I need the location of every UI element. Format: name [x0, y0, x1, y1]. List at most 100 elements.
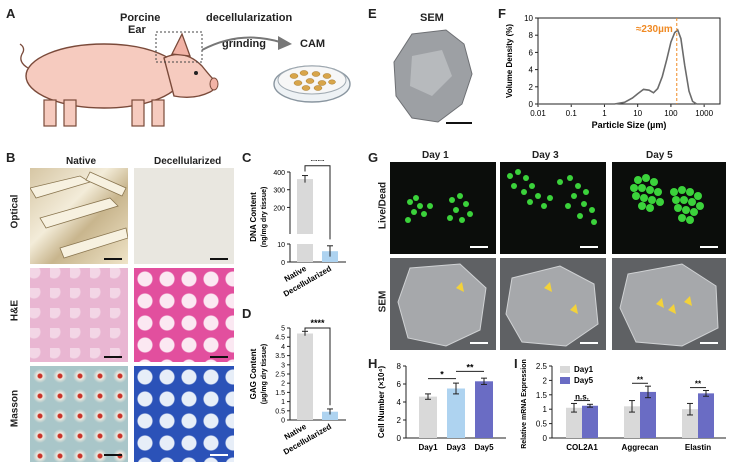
y-tick-label: 2.5	[275, 372, 285, 379]
series-line	[538, 28, 715, 105]
scale-bar	[700, 342, 718, 344]
significance-bracket	[304, 165, 331, 240]
bar	[322, 251, 338, 262]
significance-label: **	[466, 362, 474, 372]
step-grinding: grinding	[222, 38, 266, 50]
bar	[322, 411, 338, 420]
livedead-day3-image	[500, 162, 606, 254]
x-tick-label: 0.01	[530, 109, 546, 118]
significance-label: ****	[310, 160, 325, 166]
y-axis-label: Cell Number (×10⁴)	[377, 366, 386, 439]
x-tick-label: Elastin	[685, 443, 711, 452]
y-tick-label: 0	[529, 100, 534, 109]
scale-bar	[446, 122, 472, 124]
bar	[566, 407, 582, 438]
y-axis-label: DNA Content	[249, 192, 258, 242]
bar	[698, 393, 714, 438]
y-tick-label: 2	[281, 381, 285, 388]
sem-day5-image	[612, 258, 726, 350]
y-tick-label: 10	[277, 242, 285, 249]
sem-particle-image	[382, 26, 482, 130]
bar	[582, 405, 598, 438]
panel-label-i: I	[514, 356, 518, 371]
row-he: H&E	[9, 299, 21, 322]
y-tick-label: 0	[281, 418, 285, 425]
bar	[624, 406, 640, 438]
significance-label: *	[440, 370, 444, 380]
y-axis-label: Volume Density (%)	[505, 24, 514, 98]
row-optical: Optical	[9, 194, 21, 229]
chart-c-dna-content: 0 10 200 300 400 DNA Content (ng/mg dry tissue…	[249, 160, 346, 299]
y-tick-label: 8	[529, 31, 534, 40]
legend-label: Day5	[574, 376, 594, 385]
x-tick-label: Aggrecan	[622, 443, 659, 452]
panel-label-b: B	[6, 150, 16, 165]
cam-label: CAM	[300, 38, 326, 50]
scale-bar	[210, 454, 228, 456]
scale-bar	[470, 342, 488, 344]
y-tick-label: 2	[397, 416, 402, 425]
panel-label-c: C	[242, 150, 252, 165]
panel-label-f: F	[498, 6, 506, 21]
x-tick-label: 1	[602, 109, 607, 118]
x-tick-label: 10	[633, 109, 642, 118]
y-tick-label: 300	[273, 188, 285, 195]
row-masson: Masson	[9, 389, 21, 428]
bar	[297, 179, 313, 234]
significance-label: **	[695, 380, 702, 389]
optical-decellularized-image	[134, 168, 234, 264]
significance-label: **	[637, 375, 644, 384]
y-axis-label: Relative mRNA Expression	[521, 359, 528, 449]
y-axis-label: GAG Content	[249, 348, 258, 399]
y-tick-label: 2	[529, 83, 534, 92]
bar	[297, 333, 313, 420]
petri-dish	[273, 65, 351, 103]
panel-label-a: A	[6, 6, 16, 21]
pig-illustration	[19, 31, 219, 127]
y-tick-label: 1	[543, 405, 548, 414]
chart-i-mrna-expression: 0 0.5 1 1.5 2 2.5 Relative mRNA Expression COL2…	[521, 359, 726, 452]
scale-bar	[210, 356, 228, 358]
col-native: Native	[66, 156, 97, 167]
significance-bracket	[304, 327, 331, 406]
panel-label-d: D	[242, 306, 252, 321]
sem-day3-image	[500, 258, 606, 350]
x-tick-label: 1000	[695, 109, 713, 118]
bar	[419, 396, 437, 438]
col-decellularized: Decellularized	[154, 156, 222, 167]
panel-label-h: H	[368, 356, 378, 371]
step-decellularization: decellularization	[206, 12, 293, 24]
y-tick-label: 0.5	[275, 408, 285, 415]
y-axis-label: (µg/mg dry tissue)	[261, 344, 268, 404]
row-live-dead: Live/Dead	[377, 181, 389, 230]
scale-bar	[580, 246, 598, 248]
scale-bar	[210, 258, 228, 260]
row-sem: SEM	[377, 290, 389, 313]
process-arrow	[201, 36, 292, 51]
panel-label-e: E	[368, 6, 377, 21]
y-tick-label: 0	[281, 260, 285, 267]
ear-label-2: Ear	[128, 24, 146, 36]
chart-f-particle-size: 0 2 4 6 8 10 0.01 0.1 1 10 100 1000 Particle Size (µ…	[505, 14, 721, 130]
x-tick-label: Day5	[474, 443, 494, 452]
x-tick-label: 0.1	[566, 109, 578, 118]
y-tick-label: 2.5	[536, 362, 548, 371]
y-tick-label: 8	[397, 362, 402, 371]
scale-bar	[580, 342, 598, 344]
x-tick-label: Day1	[418, 443, 438, 452]
masson-native-image	[30, 366, 128, 462]
bar	[447, 388, 465, 438]
bar	[475, 381, 493, 438]
plot-frame	[537, 17, 721, 105]
scale-bar	[104, 258, 122, 260]
y-tick-label: 6	[529, 48, 534, 57]
ear-label-1: Porcine	[120, 12, 161, 24]
col-day3: Day 3	[532, 150, 559, 161]
livedead-day1-image	[390, 162, 496, 254]
livedead-day5-image	[612, 162, 726, 254]
significance-label: ****	[310, 318, 325, 328]
he-native-image	[30, 268, 128, 362]
masson-decellularized-image	[134, 366, 234, 462]
significance-label: n.s.	[575, 393, 589, 402]
